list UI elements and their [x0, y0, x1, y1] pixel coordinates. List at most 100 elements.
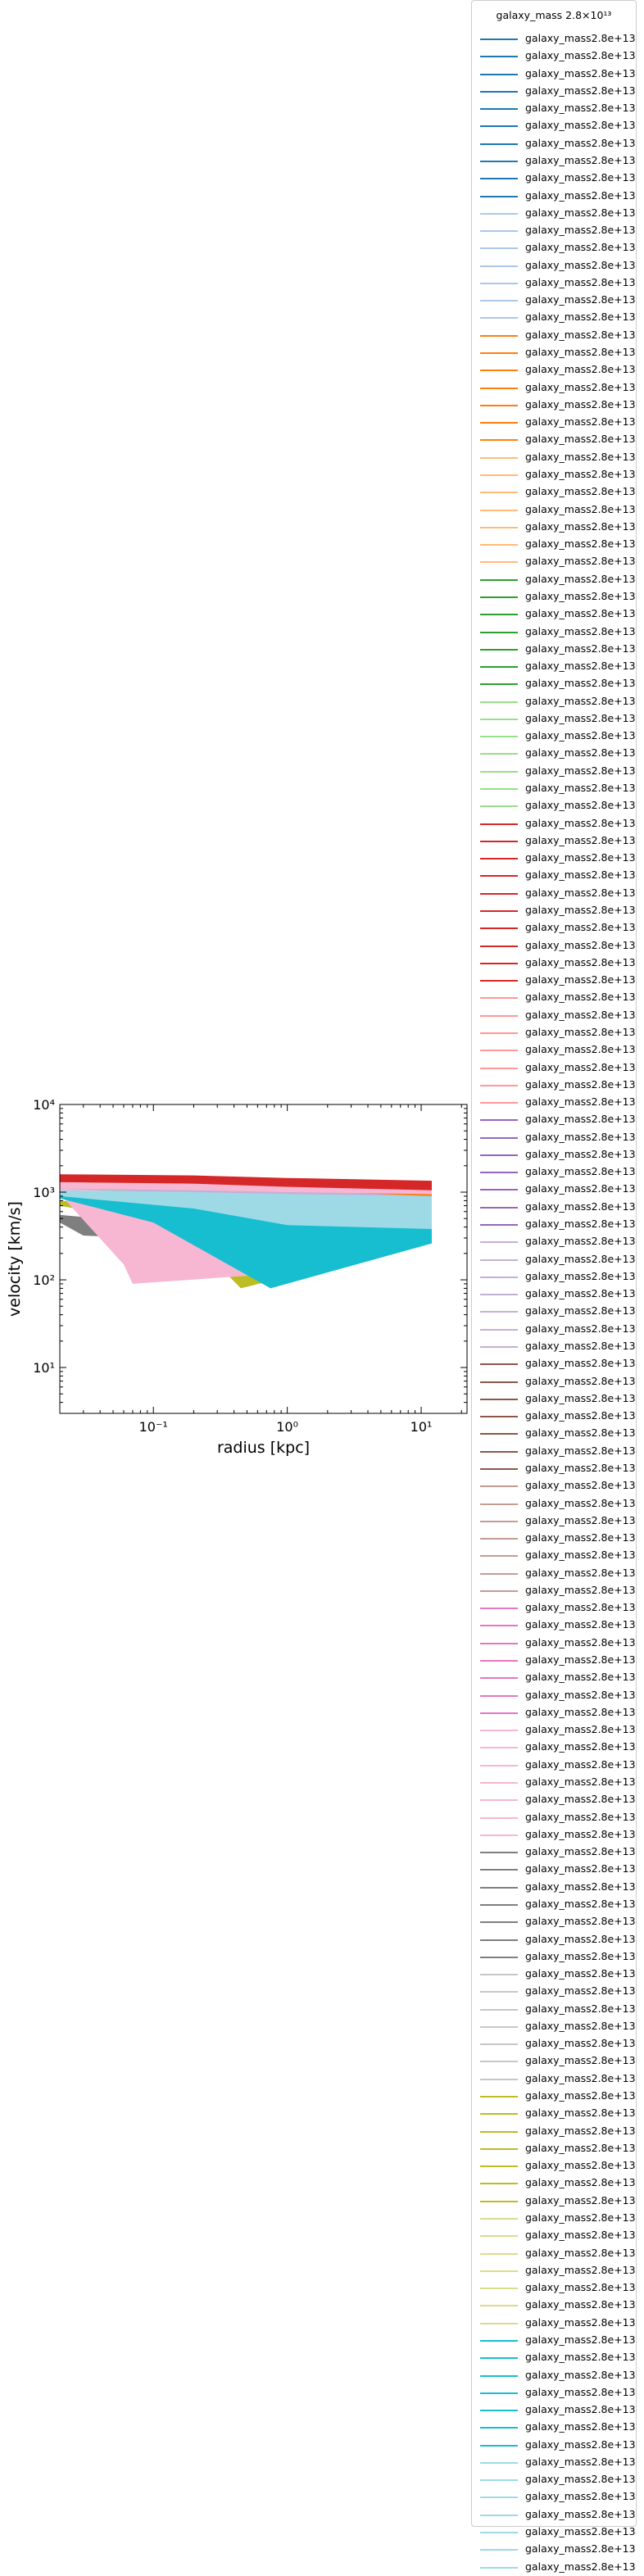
legend-entry: galaxy_mass2.8e+13 [480, 1495, 636, 1512]
legend-line-swatch [480, 2235, 518, 2238]
y-tick-label: 10¹ [33, 1360, 55, 1376]
legend-line-swatch [480, 1032, 518, 1034]
legend-line-swatch [480, 927, 518, 930]
legend-entry: galaxy_mass2.8e+13 [480, 1913, 636, 1930]
legend-line-swatch [480, 1311, 518, 1313]
x-tick-label: 10⁰ [276, 1419, 298, 1435]
legend-entry-label: galaxy_mass2.8e+13 [525, 2037, 636, 2050]
legend-entry-label: galaxy_mass2.8e+13 [525, 2019, 636, 2032]
legend-entry: galaxy_mass2.8e+13 [480, 1129, 636, 1146]
legend-line-swatch [480, 2008, 518, 2011]
legend-line-swatch [480, 2147, 518, 2150]
legend-line-swatch [480, 334, 518, 337]
legend-entry-label: galaxy_mass2.8e+13 [525, 746, 636, 760]
legend-entry: galaxy_mass2.8e+13 [480, 519, 636, 536]
legend-entry: galaxy_mass2.8e+13 [480, 2349, 636, 2366]
legend-line-swatch [480, 2497, 518, 2499]
legend-entry-label: galaxy_mass2.8e+13 [525, 2438, 636, 2451]
legend-entry-label: galaxy_mass2.8e+13 [525, 1426, 636, 1440]
legend-line-swatch [480, 631, 518, 633]
legend-entry-label: galaxy_mass2.8e+13 [525, 2403, 636, 2416]
legend-entry: galaxy_mass2.8e+13 [480, 1669, 636, 1686]
legend-line-swatch [480, 561, 518, 564]
legend-entry: galaxy_mass2.8e+13 [480, 135, 636, 152]
legend-entry: galaxy_mass2.8e+13 [480, 2245, 636, 2262]
legend-entry: galaxy_mass2.8e+13 [480, 588, 636, 605]
legend-line-swatch [480, 962, 518, 964]
legend-entry-label: galaxy_mass2.8e+13 [525, 1531, 636, 1544]
legend-entry-label: galaxy_mass2.8e+13 [525, 938, 636, 951]
axis-ticks: 10⁻¹ 10⁰ 10¹ 10¹ 10² 10³ 10⁴ [33, 1097, 467, 1435]
legend-line-swatch [480, 178, 518, 180]
legend-entry-label: galaxy_mass2.8e+13 [525, 1810, 636, 1823]
legend-entry: galaxy_mass2.8e+13 [480, 693, 636, 710]
legend-entry: galaxy_mass2.8e+13 [480, 327, 636, 344]
legend-line-swatch [480, 1764, 518, 1766]
legend-line-swatch [480, 2357, 518, 2360]
legend-entry-label: galaxy_mass2.8e+13 [525, 1269, 636, 1282]
legend-entry-label: galaxy_mass2.8e+13 [525, 2246, 636, 2259]
legend-entry-label: galaxy_mass2.8e+13 [525, 1287, 636, 1300]
legend-entry-label: galaxy_mass2.8e+13 [525, 1862, 636, 1875]
legend-entry: galaxy_mass2.8e+13 [480, 2279, 636, 2297]
legend-entry: galaxy_mass2.8e+13 [480, 1390, 636, 1408]
legend-line-swatch [480, 2218, 518, 2220]
legend-entry-label: galaxy_mass2.8e+13 [525, 136, 636, 149]
legend-line-swatch [480, 1608, 518, 1610]
legend-line-swatch [480, 439, 518, 442]
legend-entry: galaxy_mass2.8e+13 [480, 1181, 636, 1198]
legend-entry: galaxy_mass2.8e+13 [480, 1408, 636, 1425]
legend-line-swatch [480, 1346, 518, 1348]
legend-line-swatch [480, 1625, 518, 1627]
legend-line-swatch [480, 823, 518, 825]
legend-entry: galaxy_mass2.8e+13 [480, 1966, 636, 1983]
legend-line-swatch [480, 474, 518, 476]
legend-entry-label: galaxy_mass2.8e+13 [525, 241, 636, 254]
legend-line-swatch [480, 1816, 518, 1819]
legend-entry-label: galaxy_mass2.8e+13 [525, 2525, 636, 2538]
legend-entry: galaxy_mass2.8e+13 [480, 815, 636, 832]
legend-entry: galaxy_mass2.8e+13 [480, 624, 636, 641]
legend-line-swatch [480, 1084, 518, 1086]
legend-entry-label: galaxy_mass2.8e+13 [525, 1618, 636, 1631]
legend-line-swatch [480, 1903, 518, 1906]
legend-entry-label: galaxy_mass2.8e+13 [525, 1549, 636, 1562]
legend-line-swatch [480, 56, 518, 58]
legend-entry-label: galaxy_mass2.8e+13 [525, 397, 636, 410]
legend-entry-label: galaxy_mass2.8e+13 [525, 1479, 636, 1492]
legend-entry-label: galaxy_mass2.8e+13 [525, 1671, 636, 1684]
legend-entry: galaxy_mass2.8e+13 [480, 2506, 636, 2524]
legend-line-swatch [480, 1224, 518, 1227]
legend-line-swatch [480, 1381, 518, 1383]
legend-line-swatch [480, 1241, 518, 1244]
legend-entry: galaxy_mass2.8e+13 [480, 2437, 636, 2454]
legend-entry: galaxy_mass2.8e+13 [480, 1286, 636, 1303]
legend-line-swatch [480, 1398, 518, 1400]
legend-entry-label: galaxy_mass2.8e+13 [525, 2054, 636, 2067]
legend-line-swatch [480, 666, 518, 669]
x-tick-label: 10⁻¹ [139, 1419, 168, 1435]
legend-entry-label: galaxy_mass2.8e+13 [525, 1513, 636, 1526]
legend-line-swatch [480, 1294, 518, 1296]
legend-entry: galaxy_mass2.8e+13 [480, 1739, 636, 1756]
legend-entry-label: galaxy_mass2.8e+13 [525, 886, 636, 899]
legend-entry-label: galaxy_mass2.8e+13 [525, 1915, 636, 1928]
legend-entry: galaxy_mass2.8e+13 [480, 100, 636, 117]
legend-entry: galaxy_mass2.8e+13 [480, 2401, 636, 2419]
legend-line-swatch [480, 701, 518, 703]
legend-entry: galaxy_mass2.8e+13 [480, 850, 636, 867]
legend-entry-label: galaxy_mass2.8e+13 [525, 2333, 636, 2346]
legend-entry-label: galaxy_mass2.8e+13 [525, 711, 636, 724]
legend-entry-label: galaxy_mass2.8e+13 [525, 2420, 636, 2433]
legend-entry-label: galaxy_mass2.8e+13 [525, 589, 636, 602]
legend-entry-label: galaxy_mass2.8e+13 [525, 1165, 636, 1178]
legend-entry: galaxy_mass2.8e+13 [480, 431, 636, 448]
legend-entry-label: galaxy_mass2.8e+13 [525, 1827, 636, 1840]
legend-entry-label: galaxy_mass2.8e+13 [525, 49, 636, 62]
legend-line-swatch [480, 805, 518, 808]
legend-entry: galaxy_mass2.8e+13 [480, 2157, 636, 2175]
legend-entry: galaxy_mass2.8e+13 [480, 553, 636, 570]
legend-line-swatch [480, 1328, 518, 1331]
legend-entry-label: galaxy_mass2.8e+13 [525, 66, 636, 79]
legend-line-swatch [480, 1869, 518, 1871]
